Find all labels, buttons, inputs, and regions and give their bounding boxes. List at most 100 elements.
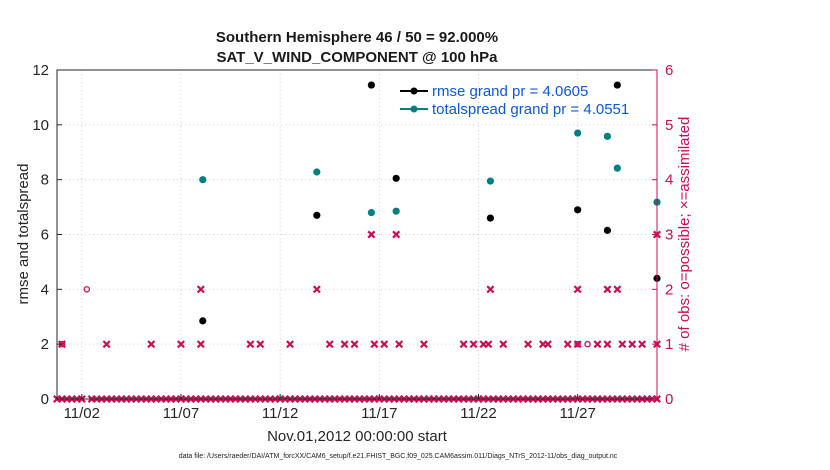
- assimilated-obs-stroke: [603, 340, 612, 349]
- assimilated-obs-marker: [367, 230, 376, 239]
- assimilated-obs-marker: [543, 340, 552, 349]
- rmse-point: [313, 211, 321, 219]
- assimilated-obs-marker: [176, 340, 185, 349]
- y-right-tick-label: 3: [665, 227, 673, 244]
- possible-obs-marker: [574, 340, 581, 348]
- assimilated-obs-stroke: [312, 285, 321, 294]
- totalspread-point: [367, 208, 375, 217]
- assimilated-obs-stroke: [367, 230, 376, 239]
- assimilated-obs-marker: [312, 285, 321, 294]
- legend-rmse-marker: [410, 87, 418, 95]
- assimilated-obs-stroke: [499, 340, 508, 349]
- assimilated-obs-marker: [484, 340, 493, 349]
- y-right-tick-label: 4: [665, 172, 673, 189]
- assimilated-obs-marker: [459, 340, 468, 349]
- assimilated-obs-stroke: [543, 340, 552, 349]
- legend-rmse-label: rmse grand pr = 4.0605: [432, 83, 588, 100]
- assimilated-obs-stroke: [603, 285, 612, 294]
- assimilated-obs-stroke: [147, 340, 156, 349]
- assimilated-obs-stroke: [380, 340, 389, 349]
- assimilated-obs-stroke: [618, 340, 627, 349]
- assimilated-obs-marker: [613, 285, 622, 294]
- assimilated-obs-marker: [499, 340, 508, 349]
- possible-obs-marker: [584, 340, 591, 348]
- assimilated-obs-stroke: [395, 340, 404, 349]
- assimilated-obs-stroke: [459, 340, 468, 349]
- assimilated-obs-stroke: [486, 285, 495, 294]
- assimilated-obs-marker: [380, 340, 389, 349]
- assimilated-obs-marker: [256, 340, 265, 349]
- chart-subtitle: SAT_V_WIND_COMPONENT @ 100 hPa: [216, 49, 498, 66]
- assimilated-obs-stroke: [573, 285, 582, 294]
- assimilated-obs-marker: [102, 340, 111, 349]
- assimilated-obs-stroke: [419, 340, 428, 349]
- assimilated-obs-marker: [246, 340, 255, 349]
- assimilated-obs-stroke: [176, 340, 185, 349]
- possible-obs-marker: [83, 286, 91, 293]
- assimilated-obs-marker: [603, 285, 612, 294]
- rmse-point: [603, 226, 612, 234]
- assimilated-obs-marker: [370, 340, 379, 349]
- assimilated-obs-stroke: [628, 340, 637, 349]
- assimilated-obs-stroke: [246, 340, 255, 349]
- assimilated-obs-marker: [419, 340, 428, 349]
- y-left-tick-label: 6: [41, 227, 49, 244]
- assimilated-obs-stroke: [196, 285, 205, 294]
- assimilated-obs-marker: [350, 340, 359, 349]
- totalspread-point: [603, 132, 612, 140]
- assimilated-obs-stroke: [325, 340, 334, 349]
- assimilated-obs-marker: [628, 340, 637, 349]
- assimilated-obs-marker: [573, 340, 582, 349]
- legend-totalspread-marker: [410, 105, 418, 113]
- assimilated-obs-marker: [563, 340, 572, 349]
- chart-title: Southern Hemisphere 46 / 50 = 92.000%: [216, 29, 498, 46]
- y-left-tick-label: 4: [41, 281, 49, 298]
- y-right-tick-label: 5: [665, 117, 673, 134]
- x-tick-label: 11/12: [262, 405, 298, 422]
- y-left-tick-label: 8: [41, 172, 49, 189]
- x-tick-label: 11/02: [64, 405, 100, 422]
- x-tick-label: 11/07: [163, 405, 199, 422]
- axis-ticks: 11/02 11/07 11/12 11/17 11/22 11/270246810120…: [32, 62, 673, 422]
- assimilated-obs-marker: [147, 340, 156, 349]
- y-axis-right-label: # of obs: o=possible; ×=assimilated: [676, 117, 693, 352]
- assimilated-obs-stroke: [563, 340, 572, 349]
- assimilated-obs-marker: [638, 340, 647, 349]
- totalspread-point: [613, 164, 621, 172]
- data-file-footnote: data file: /Users/raeder/DAI/ATM_forcXX/…: [179, 453, 618, 460]
- y-right-tick-label: 6: [665, 62, 673, 79]
- totalspread-point: [199, 176, 207, 184]
- y-left-tick-label: 10: [32, 117, 49, 134]
- assimilated-obs-marker: [196, 340, 205, 349]
- rmse-point: [486, 214, 494, 222]
- assimilated-obs-marker: [618, 340, 627, 349]
- rmse-point: [367, 81, 375, 89]
- assimilated-obs-stroke: [340, 340, 349, 349]
- assimilated-obs-stroke: [350, 340, 359, 349]
- assimilated-obs-stroke: [469, 340, 478, 349]
- assimilated-obs-stroke: [524, 340, 533, 349]
- assimilated-obs-stroke: [256, 340, 265, 349]
- assimilated-obs-stroke: [392, 230, 401, 239]
- assimilated-obs-stroke: [638, 340, 647, 349]
- y-left-tick-label: 2: [41, 336, 49, 353]
- assimilated-obs-stroke: [573, 340, 582, 349]
- y-left-tick-label: 12: [32, 62, 49, 79]
- assimilated-obs-marker: [469, 340, 478, 349]
- assimilated-obs-marker: [395, 340, 404, 349]
- y-axis-left-label: rmse and totalspread: [15, 164, 32, 305]
- rmse-point: [392, 174, 400, 182]
- assimilated-obs-marker: [593, 340, 602, 349]
- totalspread-point: [392, 207, 400, 215]
- y-right-tick-label: 0: [665, 391, 673, 408]
- x-tick-label: 11/27: [559, 405, 595, 422]
- assimilated-obs-stroke: [102, 340, 111, 349]
- totalspread-point: [574, 129, 582, 137]
- totalspread-point: [486, 177, 494, 185]
- assimilated-obs-marker: [603, 340, 612, 349]
- assimilated-obs-marker: [340, 340, 349, 349]
- y-left-tick-label: 0: [41, 391, 49, 408]
- y-right-tick-label: 1: [665, 336, 673, 353]
- totalspread-point: [313, 168, 321, 176]
